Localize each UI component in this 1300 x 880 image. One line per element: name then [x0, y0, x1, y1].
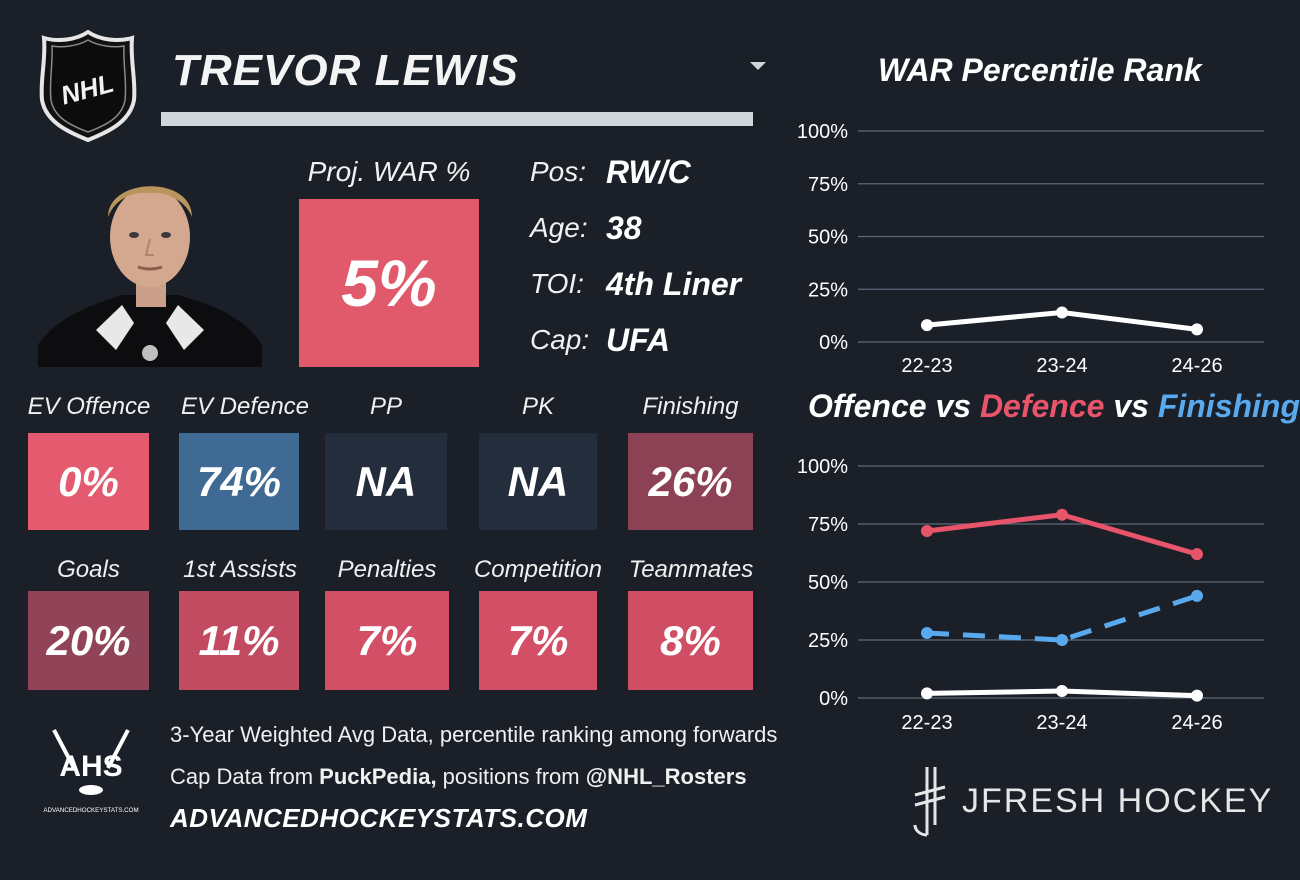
chart-2-title-part: Defence: [979, 388, 1105, 424]
data-point: [921, 319, 933, 332]
nhl-logo: NHL: [39, 30, 137, 142]
x-tick-label: 24-26: [1171, 712, 1222, 734]
stat-label-pk: PK: [521, 393, 554, 420]
name-underline: [161, 112, 753, 126]
data-point: [1191, 689, 1203, 702]
data-point: [1056, 685, 1068, 698]
y-tick-label: 100%: [797, 121, 848, 143]
chart-2-title-part: Finishing: [1157, 388, 1300, 424]
data-point: [1191, 589, 1203, 602]
chart-2-title: Offence vs Defence vs Finishing: [808, 388, 1300, 425]
stat-box-ev-defence: 74%: [179, 433, 299, 530]
y-tick-label: 0%: [819, 688, 848, 710]
x-tick-label: 22-23: [901, 712, 952, 734]
stat-value: 0%: [58, 457, 119, 505]
bio-label: Age:: [530, 212, 588, 243]
proj-war-label: Proj. WAR %: [307, 156, 471, 187]
player-headshot: [38, 186, 262, 367]
stat-label-finishing: Finishing: [642, 393, 739, 420]
stat-value: 20%: [46, 616, 131, 664]
ahs-logo-subtext: ADVANCEDHOCKEYSTATS.COM: [43, 807, 138, 814]
y-tick-label: 25%: [808, 630, 848, 652]
ahs-logo: AHS ADVANCEDHOCKEYSTATS.COM: [43, 729, 139, 814]
stat-box-1st-assists: 11%: [179, 591, 299, 690]
y-tick-label: 25%: [808, 279, 848, 301]
footer-line-2: Cap Data from PuckPedia, positions from …: [170, 764, 747, 790]
y-tick-label: 50%: [808, 572, 848, 594]
stat-box-pk: NA: [479, 433, 597, 530]
stat-value: 11%: [198, 616, 280, 664]
stat-value: 74%: [196, 457, 282, 505]
data-point: [1056, 634, 1068, 646]
bio-value: UFA: [606, 322, 670, 358]
data-point: [1056, 306, 1068, 319]
war-percentile-chart: 0% 25% 50% 75% 100% 22-23 23-24 24-26: [797, 121, 1264, 377]
stat-box-competition: 7%: [479, 591, 597, 690]
stat-label-penalties: Penalties: [337, 556, 437, 583]
x-tick-label: 23-24: [1036, 355, 1087, 377]
bio-value: 38: [606, 210, 642, 246]
jfresh-logo-icon: [913, 767, 946, 837]
stat-value: NA: [355, 457, 417, 505]
data-point: [1191, 323, 1203, 336]
chart-2-title-part: Offence vs: [808, 388, 980, 424]
footer-line-1: 3-Year Weighted Avg Data, percentile ran…: [170, 722, 778, 747]
stat-value: 26%: [648, 457, 733, 505]
stat-box-goals: 20%: [28, 591, 149, 690]
y-tick-label: 0%: [819, 332, 848, 354]
data-point: [1191, 548, 1203, 561]
player-name: TREVOR LEWIS: [172, 46, 519, 95]
y-tick-label: 50%: [808, 227, 848, 249]
footer-line-2-middle: positions from: [436, 764, 586, 789]
stat-label-competition: Competition: [473, 556, 603, 583]
offence-defence-finishing-chart: 0% 25% 50% 75% 100% 22-23 23-24 24-26: [797, 456, 1264, 734]
stat-box-ev-offence: 0%: [28, 433, 149, 530]
stat-box-finishing: 26%: [628, 433, 753, 530]
series-line-finishing: [926, 593, 1198, 643]
data-point: [1056, 508, 1068, 521]
stat-label-goals: Goals: [57, 556, 120, 583]
stat-value: 7%: [356, 616, 418, 664]
stat-box-teammates: 8%: [628, 591, 753, 690]
stat-value: 7%: [507, 616, 569, 664]
bio-label: TOI:: [530, 268, 584, 299]
stat-label-pp: PP: [369, 393, 402, 420]
stat-label-ev-offence: EV Offence: [27, 393, 151, 420]
data-point: [921, 524, 933, 537]
ahs-logo-text: AHS: [59, 750, 122, 783]
player-dropdown-icon[interactable]: [750, 62, 766, 70]
x-tick-label: 23-24: [1036, 712, 1087, 734]
stat-label-ev-defence: EV Defence: [180, 393, 310, 420]
proj-war-value-box: 5%: [299, 199, 479, 367]
stat-value: 8%: [660, 616, 721, 664]
stat-label-teammates: Teammates: [628, 556, 754, 583]
bio-label: Pos:: [530, 156, 587, 187]
website-link[interactable]: ADVANCEDHOCKEYSTATS.COM: [170, 803, 588, 833]
chart-1-title: WAR Percentile Rank: [878, 52, 1202, 88]
y-tick-label: 75%: [808, 514, 848, 536]
y-tick-label: 75%: [808, 174, 848, 196]
puckpedia-link[interactable]: PuckPedia,: [319, 764, 437, 789]
data-point: [921, 627, 933, 640]
y-tick-label: 100%: [797, 456, 848, 478]
stat-label-1st-assists: 1st Assists: [183, 556, 297, 583]
proj-war-value: 5%: [341, 246, 437, 320]
nhl-rosters-link[interactable]: @NHL_Rosters: [585, 764, 747, 789]
data-point: [921, 687, 933, 700]
stat-box-pp: NA: [325, 433, 447, 530]
bio-value: 4th Liner: [606, 266, 742, 302]
bio-value: RW/C: [606, 154, 691, 190]
x-tick-label: 22-23: [901, 355, 952, 377]
bio-label: Cap:: [530, 324, 590, 355]
stat-value: NA: [507, 457, 569, 505]
chart-2-title-part: vs: [1104, 388, 1158, 424]
jfresh-brand: JFRESH HOCKEY: [962, 782, 1274, 820]
x-tick-label: 24-26: [1171, 355, 1222, 377]
stat-box-penalties: 7%: [325, 591, 449, 690]
footer-line-2-prefix: Cap Data from: [170, 764, 320, 789]
